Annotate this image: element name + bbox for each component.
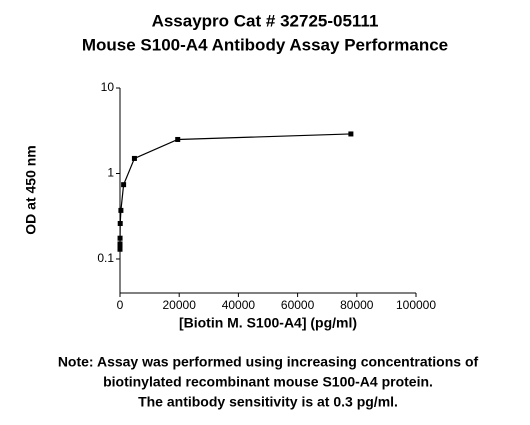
note: The antibody sensitivity is at 0.3 pg/ml… [138,394,398,410]
y-tick-label: 0.1 [97,251,114,265]
data-point [118,207,124,213]
x-tick-label: 40000 [222,298,256,312]
data-point [348,131,354,137]
y-axis-label: OD at 450 nm [23,145,39,234]
note: biotinylated recombinant mouse S100-A4 p… [103,374,433,390]
x-axis-label: [Biotin M. S100-A4] (pg/ml) [179,315,357,331]
y-tick-label: 10 [101,80,115,94]
chart-title: Mouse S100-A4 Antibody Assay Performance [82,35,448,54]
data-point [117,241,123,247]
data-point [175,136,181,142]
x-tick-label: 60000 [281,298,315,312]
note: Note: Assay was performed using increasi… [58,354,479,370]
x-tick-label: 0 [117,298,124,312]
data-line [119,133,351,250]
data-point [121,182,127,188]
y-tick-label: 1 [107,166,114,180]
x-tick-label: 80000 [340,298,374,312]
x-tick-label: 20000 [163,298,197,312]
x-tick-label: 100000 [396,298,436,312]
chart-title: Assaypro Cat # 32725-05111 [152,11,379,30]
data-point [131,155,137,161]
data-point [117,221,123,227]
data-point [117,243,123,249]
data-point [117,246,123,252]
data-point [117,235,123,241]
